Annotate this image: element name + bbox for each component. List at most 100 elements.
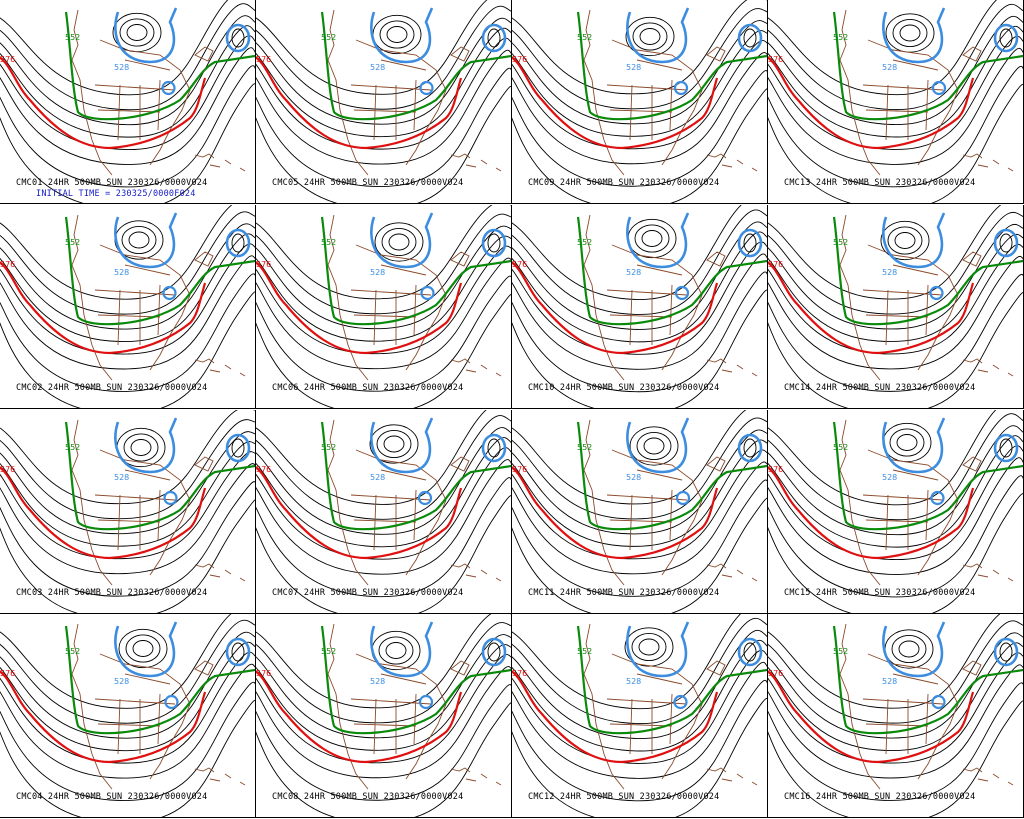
contour-528 [114, 212, 178, 269]
newfoundland [450, 455, 470, 472]
contour-label-552: 552 [833, 647, 848, 656]
black-contours [256, 0, 511, 203]
contour-576 [512, 56, 719, 150]
height-contour [768, 4, 1023, 111]
contour-label-552: 552 [577, 647, 592, 656]
low-center-ring [374, 222, 424, 262]
contour-552 [320, 626, 511, 735]
caribbean-islands [962, 767, 1014, 786]
black-contours [768, 409, 1023, 613]
contour-label-576: 576 [0, 465, 15, 474]
coastline [327, 419, 502, 585]
atlantic-low-ring [231, 28, 245, 48]
low-center-ring [130, 438, 152, 456]
height-contour-map: 552 576 528 [768, 614, 1023, 818]
low-center-ring [126, 24, 148, 41]
height-contour [768, 632, 1023, 739]
contour-label-576: 576 [768, 55, 783, 64]
low-center-ring [123, 432, 159, 462]
contour-552 [576, 626, 767, 735]
low-center-ring [386, 26, 408, 43]
height-contour [512, 30, 767, 137]
ensemble-member-panel: 552 576 528 CMC02 24HR 500MB SUN 230326/000… [0, 204, 256, 409]
contour-label-552: 552 [321, 443, 336, 452]
atlantic-low-ring [231, 642, 245, 662]
low-center-ring [376, 429, 412, 458]
height-contour [256, 5, 511, 110]
ensemble-member-panel: 552 576 528 CMC14 24HR 500MB SUN 230326/000… [768, 204, 1024, 409]
low-center-ring [898, 640, 920, 658]
caribbean-islands [194, 767, 246, 786]
contour-552 [64, 11, 255, 121]
contour-528-atlantic [737, 23, 763, 53]
atlantic-low-ring [487, 438, 501, 457]
coastline [327, 624, 502, 790]
newfoundland [194, 660, 214, 676]
height-contour [512, 8, 767, 110]
height-contour [256, 0, 488, 95]
height-contour [768, 424, 1023, 535]
height-contour [0, 480, 255, 596]
newfoundland [962, 660, 982, 676]
height-contour [256, 85, 511, 203]
contour-552 [832, 216, 1023, 326]
height-contour [512, 618, 767, 725]
contour-576 [768, 670, 975, 764]
low-center-ring [896, 433, 918, 451]
height-contour [0, 15, 255, 126]
height-contour [512, 70, 767, 187]
contour-528-cutoff [931, 695, 946, 710]
height-contour [512, 289, 767, 408]
height-contour [0, 462, 255, 574]
contour-528-atlantic [993, 228, 1019, 258]
low-center-ring [636, 431, 672, 460]
low-center-ring [899, 24, 921, 42]
contour-576 [512, 670, 719, 764]
contour-label-552: 552 [577, 238, 592, 247]
height-contour [256, 293, 511, 408]
height-contour-map: 552 576 528 [256, 204, 511, 408]
height-contour [768, 620, 1023, 724]
height-contour [0, 211, 255, 315]
caribbean-islands [706, 767, 758, 786]
panel-caption: CMC05 24HR 500MB SUN 230326/0000V024 [272, 178, 464, 188]
contour-576 [256, 465, 463, 559]
contour-label-528: 528 [370, 677, 385, 686]
height-contour [768, 66, 1023, 188]
height-contour [256, 436, 511, 547]
height-contour-map: 552 576 528 [768, 204, 1023, 408]
coastline [71, 214, 246, 381]
coastline-outline [583, 419, 703, 585]
contour-label-576: 576 [0, 55, 15, 64]
low-center-ring [383, 435, 405, 452]
height-contour [256, 204, 511, 299]
contour-label-576: 576 [0, 669, 15, 678]
contour-528-cutoff [674, 285, 690, 300]
height-contour [512, 88, 767, 203]
low-center-ring [625, 16, 675, 57]
contour-528-atlantic [481, 637, 507, 667]
contour-576 [768, 465, 975, 559]
black-contours [0, 409, 255, 613]
contour-528-cutoff [930, 490, 945, 505]
height-contour [256, 458, 511, 575]
low-center-ring [631, 633, 667, 662]
height-contour-map: 552 576 528 [0, 409, 255, 613]
ensemble-member-panel: 552 576 528 CMC13 24HR 500MB SUN 230326/000… [768, 0, 1024, 204]
coastline [839, 624, 1014, 790]
contour-528-atlantic [481, 228, 507, 258]
height-contour [768, 700, 1023, 818]
contour-label-528: 528 [370, 268, 385, 277]
contour-528 [370, 416, 434, 473]
newfoundland [450, 251, 470, 267]
contour-528 [626, 621, 690, 678]
height-contour [256, 644, 511, 751]
coastline-outline [839, 9, 959, 176]
contour-label-528: 528 [114, 63, 129, 72]
caribbean-islands [706, 153, 758, 172]
height-contour [512, 630, 767, 740]
panel-caption: CMC15 24HR 500MB SUN 230326/0000V024 [784, 587, 976, 598]
contour-528 [882, 416, 946, 473]
height-contour [256, 17, 511, 125]
contour-528 [370, 7, 434, 64]
